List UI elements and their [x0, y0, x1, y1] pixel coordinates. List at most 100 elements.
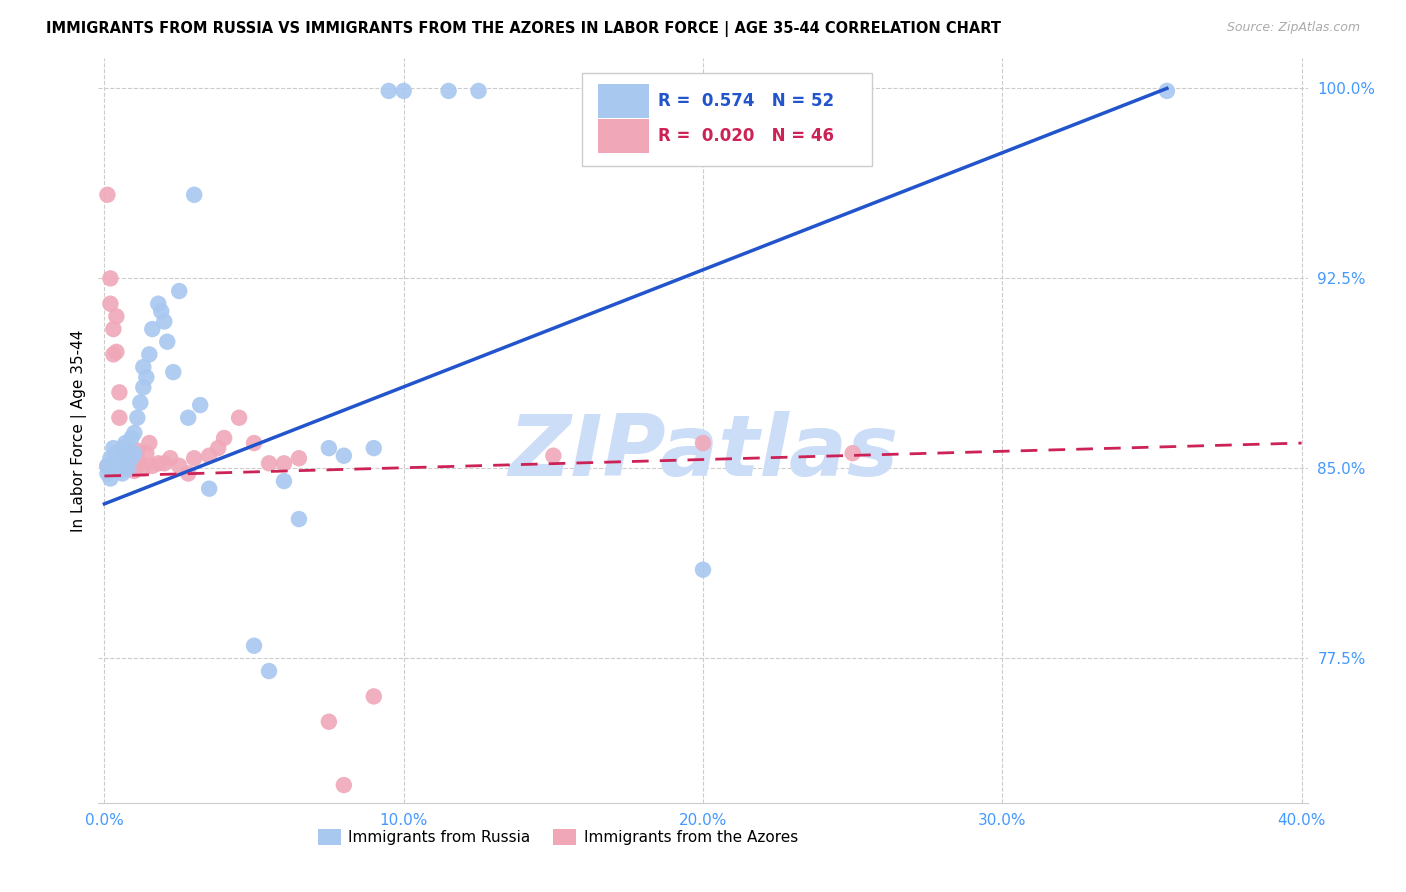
Point — [243, 639, 266, 653]
Point — [132, 359, 155, 374]
FancyBboxPatch shape — [598, 119, 648, 153]
Point — [288, 451, 311, 466]
Point — [132, 461, 155, 475]
Point — [124, 454, 146, 468]
Point — [111, 441, 134, 455]
FancyBboxPatch shape — [598, 84, 648, 119]
Point — [141, 458, 163, 473]
Point — [318, 714, 340, 729]
Point — [108, 449, 131, 463]
Point — [167, 284, 190, 298]
Point — [198, 449, 221, 463]
Point — [103, 322, 125, 336]
Point — [543, 449, 565, 463]
Point — [273, 456, 295, 470]
Point — [363, 441, 385, 455]
Point — [138, 347, 160, 361]
Legend: Immigrants from Russia, Immigrants from the Azores: Immigrants from Russia, Immigrants from … — [312, 822, 804, 851]
Point — [127, 443, 149, 458]
Point — [105, 344, 128, 359]
Point — [363, 690, 385, 704]
Text: IMMIGRANTS FROM RUSSIA VS IMMIGRANTS FROM THE AZORES IN LABOR FORCE | AGE 35-44 : IMMIGRANTS FROM RUSSIA VS IMMIGRANTS FRO… — [46, 21, 1001, 37]
Point — [333, 778, 356, 792]
Point — [114, 441, 136, 455]
Point — [117, 461, 139, 475]
Point — [127, 410, 149, 425]
Point — [100, 471, 122, 485]
Point — [243, 436, 266, 450]
Point — [114, 456, 136, 470]
Point — [105, 458, 128, 473]
Point — [333, 449, 356, 463]
Point — [135, 446, 157, 460]
Point — [183, 451, 205, 466]
Point — [124, 446, 146, 460]
Point — [120, 461, 142, 475]
Point — [153, 314, 176, 328]
Point — [120, 456, 142, 470]
Point — [257, 664, 280, 678]
Text: R =  0.574   N = 52: R = 0.574 N = 52 — [658, 92, 834, 111]
Point — [111, 467, 134, 481]
Point — [207, 441, 229, 455]
Point — [105, 446, 128, 460]
Point — [467, 84, 489, 98]
Point — [167, 458, 190, 473]
Point — [124, 464, 146, 478]
Point — [111, 443, 134, 458]
Point — [96, 458, 118, 473]
Point — [105, 310, 128, 324]
Point — [117, 446, 139, 460]
Point — [100, 296, 122, 310]
Point — [132, 380, 155, 394]
Point — [120, 451, 142, 466]
Point — [103, 454, 125, 468]
Point — [148, 296, 170, 310]
Point — [129, 456, 152, 470]
Point — [120, 431, 142, 445]
Point — [159, 451, 181, 466]
Point — [392, 84, 415, 98]
Point — [96, 187, 118, 202]
Point — [111, 454, 134, 468]
Point — [138, 436, 160, 450]
Point — [162, 365, 184, 379]
Point — [156, 334, 179, 349]
Point — [148, 456, 170, 470]
Point — [183, 187, 205, 202]
Point — [96, 458, 118, 473]
Point — [103, 441, 125, 455]
Point — [188, 398, 211, 412]
Point — [124, 425, 146, 440]
Point — [177, 410, 200, 425]
Point — [692, 436, 714, 450]
Point — [129, 395, 152, 409]
Point — [111, 451, 134, 466]
Point — [108, 464, 131, 478]
Point — [288, 512, 311, 526]
Point — [141, 322, 163, 336]
Point — [135, 370, 157, 384]
Point — [100, 451, 122, 466]
Point — [841, 446, 863, 460]
Point — [103, 461, 125, 475]
Point — [318, 441, 340, 455]
Point — [437, 84, 460, 98]
Y-axis label: In Labor Force | Age 35-44: In Labor Force | Age 35-44 — [72, 329, 87, 532]
Point — [273, 474, 295, 488]
Point — [96, 467, 118, 481]
Text: Source: ZipAtlas.com: Source: ZipAtlas.com — [1226, 21, 1360, 34]
Text: R =  0.020   N = 46: R = 0.020 N = 46 — [658, 128, 834, 145]
Text: ZIPatlas: ZIPatlas — [508, 411, 898, 494]
Point — [228, 410, 250, 425]
Point — [198, 482, 221, 496]
Point — [100, 271, 122, 285]
Point — [1156, 84, 1178, 98]
Point — [150, 304, 173, 318]
Point — [692, 563, 714, 577]
Point — [377, 84, 399, 98]
Point — [117, 451, 139, 466]
FancyBboxPatch shape — [582, 73, 872, 166]
Point — [212, 431, 235, 445]
Point — [257, 456, 280, 470]
